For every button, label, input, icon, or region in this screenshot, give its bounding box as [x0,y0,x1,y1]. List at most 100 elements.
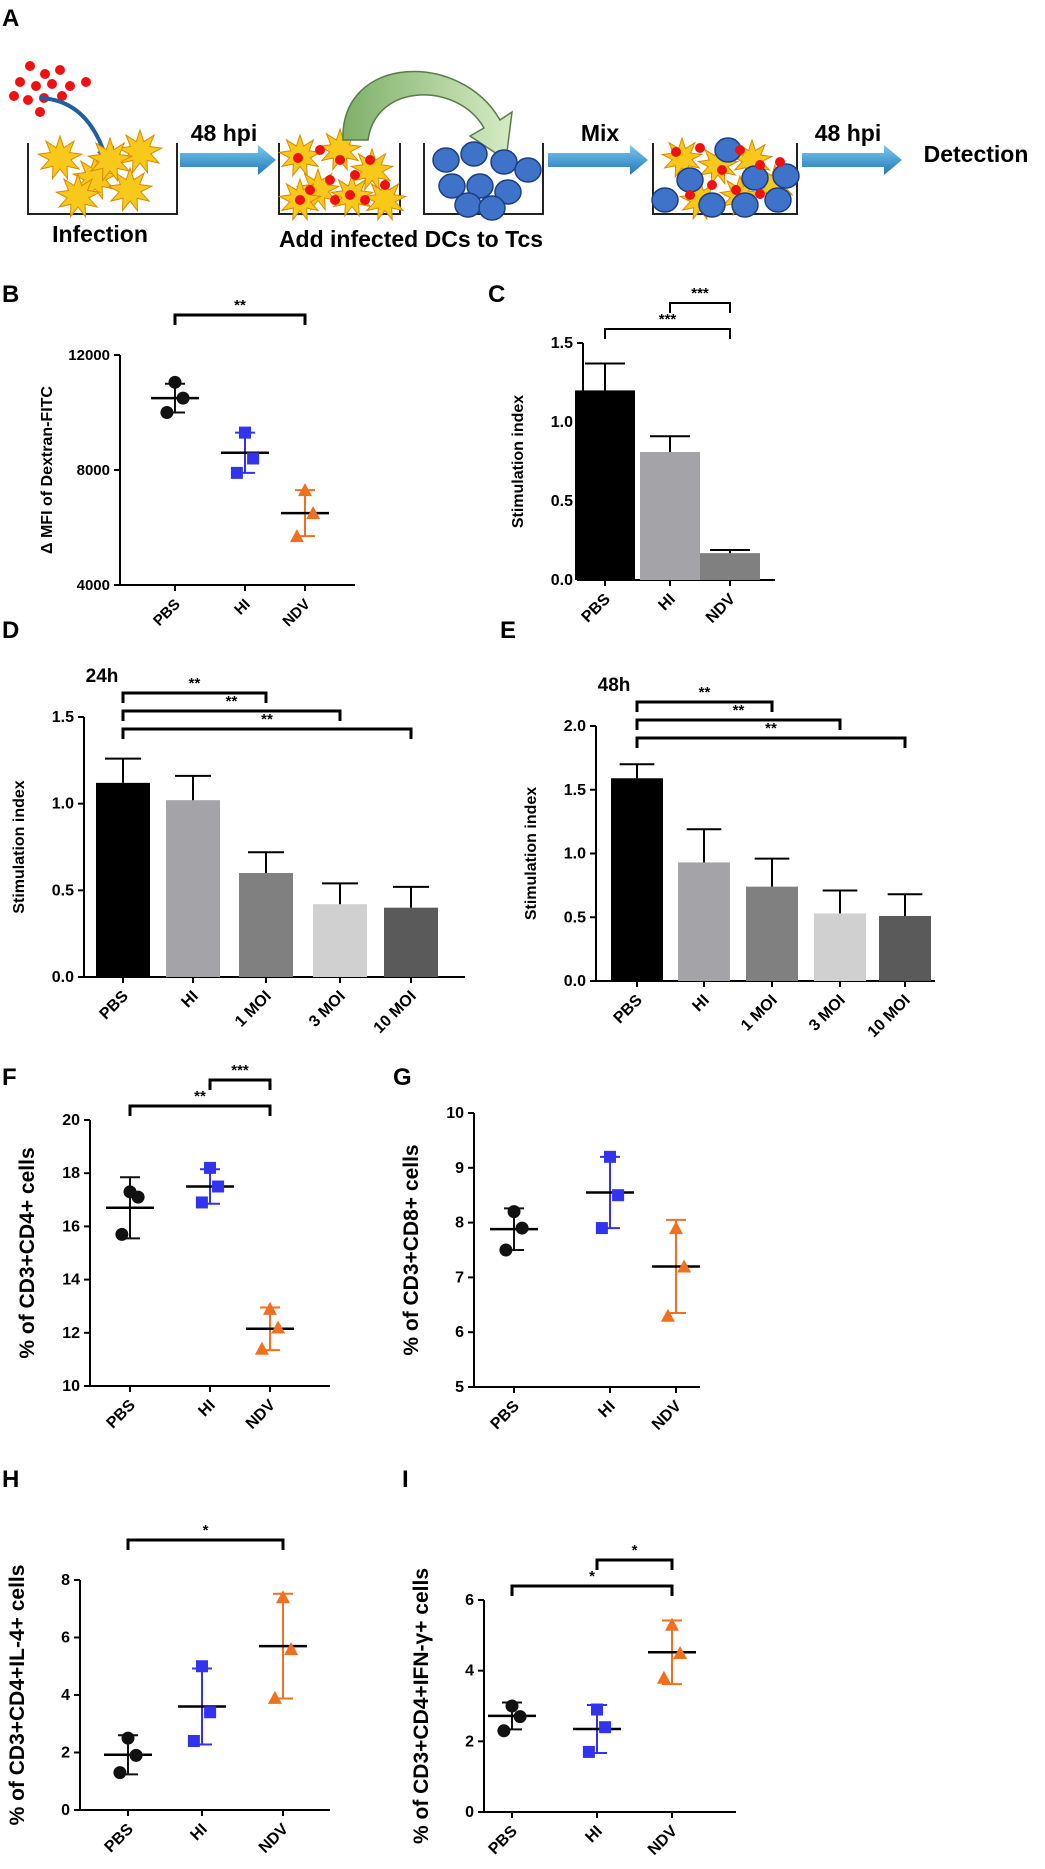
significance-bracket [121,691,268,703]
y-tick-label: 0.0 [564,973,586,990]
x-tick-label: PBS [104,1397,140,1433]
y-axis-label: % of CD3+CD8+ cells [400,1144,423,1355]
data-point-triangle [298,483,312,497]
chart-d-stimulation-24h: 0.0 0.5 1.0 1.5 PBS HI 1 MOI 3 MOI 10 MOI Stimula… [11,666,465,1037]
arrow-48hpi-1-label: 48 hpi [191,120,257,146]
significance-label: ** [234,297,246,314]
x-tick-label: PBS [102,1821,138,1857]
virus-particle [55,65,65,75]
data-point-square [204,1706,217,1719]
significance-bracket [635,718,842,730]
x-tick-label: 3 MOI [306,988,349,1031]
dendritic-cell [36,134,84,181]
t-cell [460,141,488,167]
data-point-circle [129,1748,143,1762]
data-point-square [212,1180,225,1193]
infected-dendritic-cell [349,147,395,192]
virus-particle [325,175,335,185]
data-point-square [595,1222,608,1235]
t-cell [490,149,518,175]
arrow-48hpi-1 [180,145,276,175]
virus-particle [735,145,745,155]
data-point-triangle [673,1646,688,1659]
t-cell [651,187,679,213]
virus-particle [65,81,75,91]
y-tick-label: 6 [61,1630,70,1647]
bar [746,886,798,981]
y-tick-label: 5 [455,1379,464,1396]
y-tick-label: 1.0 [564,846,586,863]
y-tick-label: 7 [455,1269,464,1286]
x-tick-label: HI [187,1821,210,1844]
bar [678,862,730,981]
t-cell [764,187,792,213]
virus-particle [35,107,45,117]
arrow-mix [548,145,648,175]
significance-bracket [635,736,907,748]
virus-particle [57,91,67,101]
y-tick-label: 2 [61,1745,70,1762]
significance-bracket [128,1104,272,1116]
virus-particle [47,79,57,89]
bar [879,915,931,981]
y-tick-label: 16 [62,1218,80,1235]
y-tick-label: 0 [465,1804,474,1821]
panel-label-d: D [2,617,19,644]
y-tick-label: 1.5 [551,335,573,352]
y-axis-label: Stimulation index [523,787,540,920]
y-tick-label: 18 [62,1165,80,1182]
x-tick-label: NDV [645,1823,681,1859]
x-tick-label: PBS [611,992,647,1028]
schematic-panel-a: Infection 48 hpi Add infected DCs to Tcs… [9,61,1028,252]
virus-particle [695,143,705,153]
y-tick-label: 10 [446,1105,464,1122]
data-point-triangle [656,1670,671,1684]
y-tick-label: 1.5 [52,709,74,726]
data-point-circle [499,1243,513,1257]
chart-b-dextran-uptake: 4000 8000 12000 PBS HI NDV Δ MFI of Dextran-FI… [39,297,355,630]
x-tick-label: HI [178,988,201,1011]
virus-particle [40,69,50,79]
t-cell [454,192,482,218]
virus-particle [775,157,785,167]
x-tick-label: NDV [279,596,313,630]
x-tick-label: PBS [486,1823,522,1859]
data-point-square [582,1745,595,1758]
virus-particle [295,195,305,205]
significance-label: *** [691,285,709,302]
y-tick-label: 14 [62,1272,80,1289]
infected-dendritic-cell [362,177,408,222]
virus-particle [335,155,345,165]
significance-label: ** [226,693,238,710]
significance-bracket [510,1584,674,1596]
x-tick-label: NDV [243,1397,279,1433]
significance-bracket [126,1538,285,1550]
y-tick-label: 6 [465,1592,474,1609]
significance-bracket [604,328,731,339]
x-tick-label: NDV [703,591,739,627]
chart-i-ifng-cells: 0 2 4 6 PBS HI NDV % of CD3+CD4+IFN-γ+ cells * * [410,1542,736,1859]
x-tick-label: 3 MOI [806,992,849,1035]
y-tick-label: 0 [61,1802,70,1819]
data-point-square [604,1150,616,1163]
significance-label: ** [699,684,711,701]
virus-particle [315,145,325,155]
data-point-circle [168,375,182,389]
t-cells [432,141,542,221]
significance-label: *** [659,311,677,328]
significance-label: * [632,1542,638,1559]
virus-particle [31,81,41,91]
data-point-square [247,452,260,465]
data-point-square [612,1189,625,1202]
data-point-square [195,1196,208,1209]
t-cell [514,157,542,183]
data-point-triangle [267,1690,282,1704]
panel-label-c: C [488,281,505,308]
data-point-triangle [669,1221,683,1235]
virus-particle [9,91,19,101]
y-tick-label: 1.0 [52,796,74,813]
y-axis-label: Δ MFI of Dextran-FITC [39,386,56,554]
dendritic-cell [106,166,154,213]
t-cell [478,195,506,221]
virus-particle [25,61,35,71]
